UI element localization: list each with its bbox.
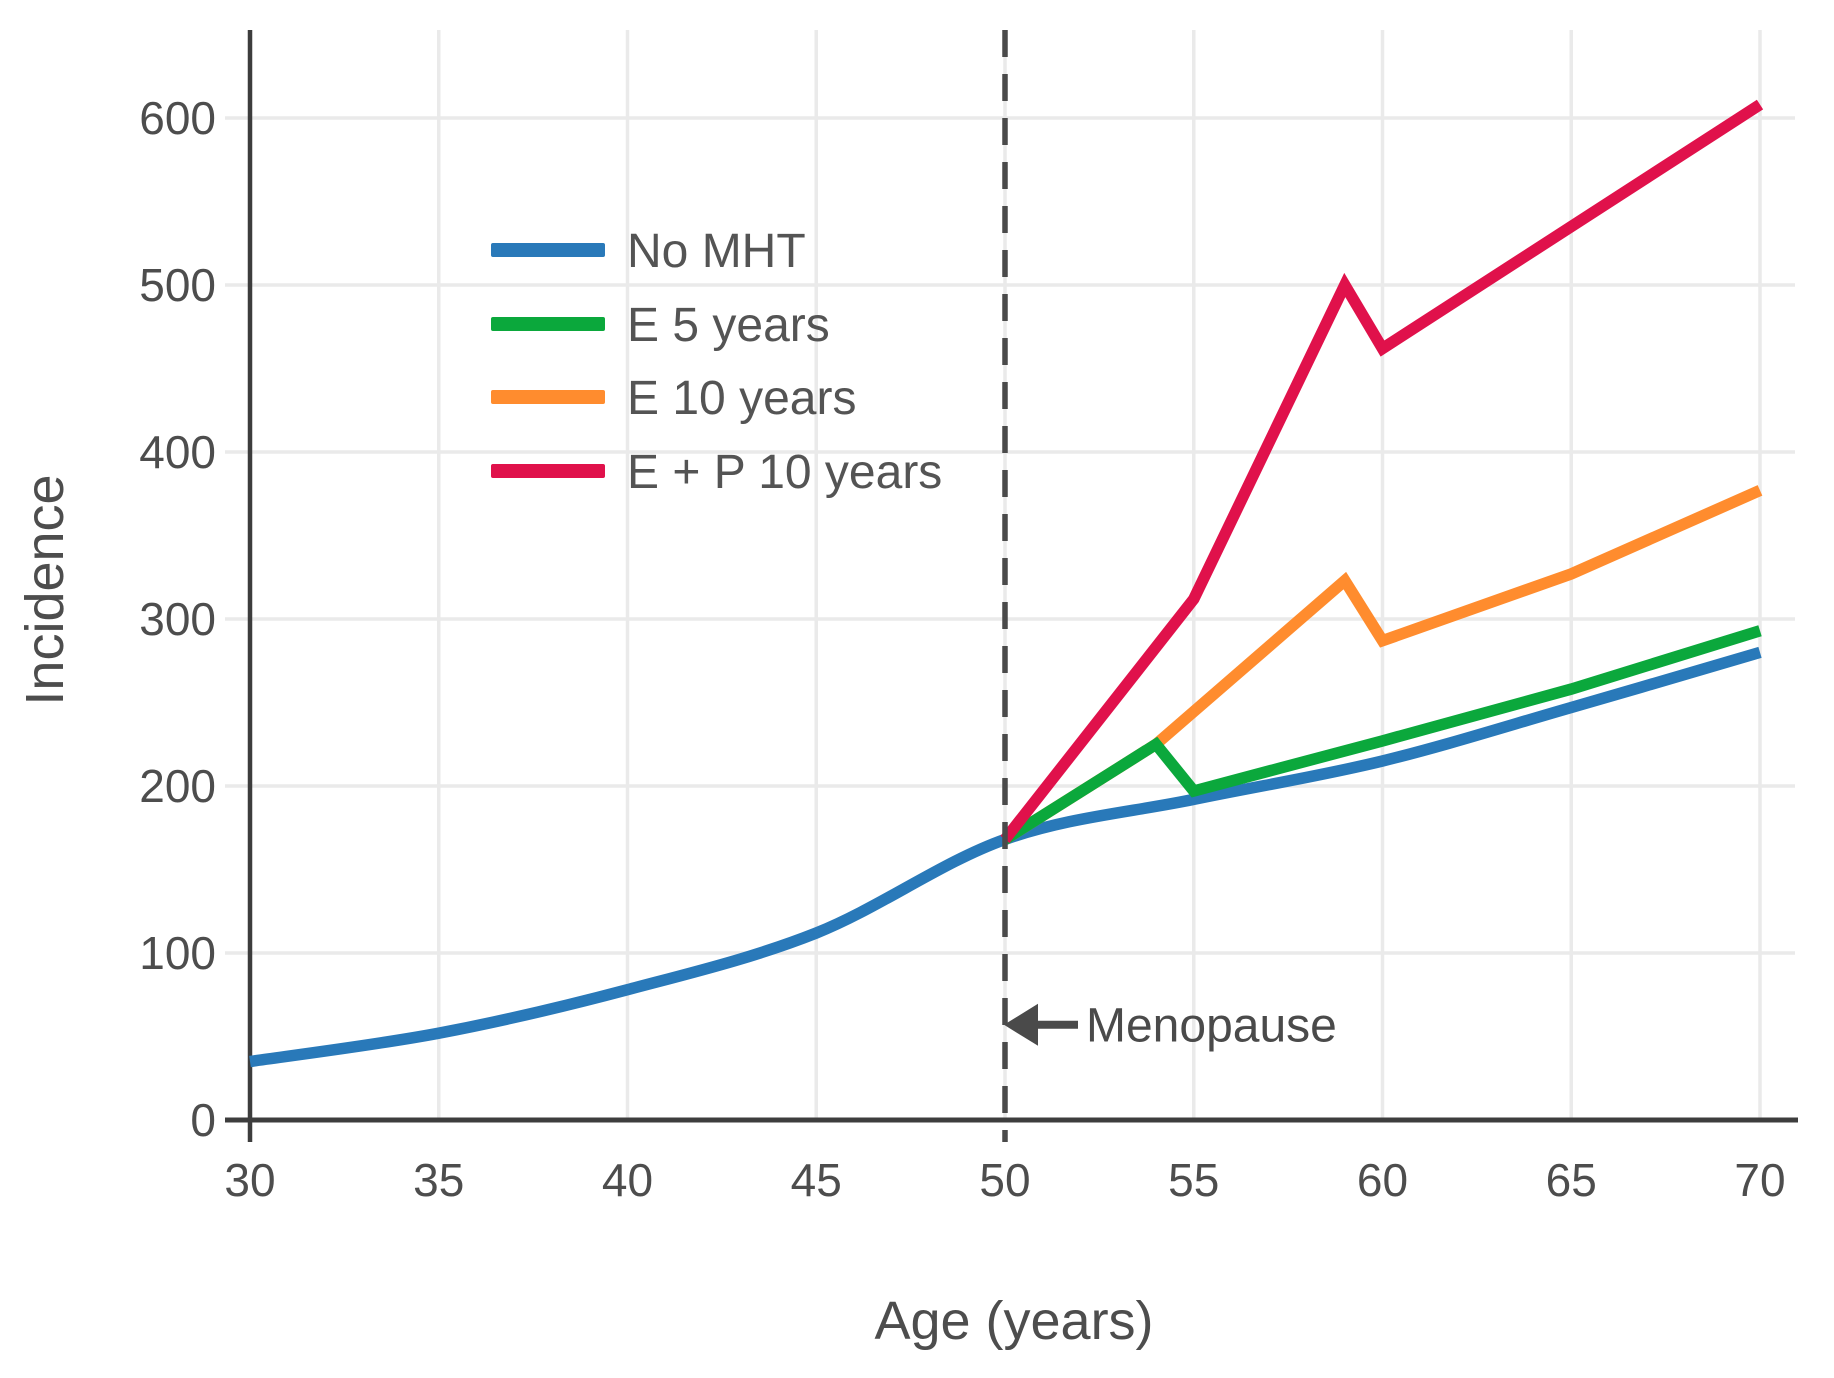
menopause-arrow-head [1004, 1003, 1038, 1046]
x-tick-label: 30 [224, 1154, 275, 1206]
y-tick-label: 0 [190, 1094, 216, 1146]
legend-label: E + P 10 years [627, 446, 942, 499]
legend-swatch [491, 317, 605, 331]
axes [225, 30, 1798, 1142]
y-tick-label: 300 [139, 593, 216, 645]
series-line-e-5-years [1001, 625, 1762, 845]
legend-item-e-5-years: E 5 years [491, 299, 830, 352]
y-tick-label: 400 [139, 426, 216, 478]
legend-item-e-10-years: E 10 years [491, 372, 856, 425]
y-tick-label: 200 [139, 760, 216, 812]
y-tick-label: 500 [139, 259, 216, 311]
x-tick-label: 35 [413, 1154, 464, 1206]
y-tick-label: 600 [139, 92, 216, 144]
menopause-annotation: Menopause [1002, 30, 1337, 1142]
x-tick-label: 50 [979, 1154, 1030, 1206]
x-tick-label: 55 [1168, 1154, 1219, 1206]
tick-labels: 30 35 40 45 50 55 60 65 70 0 100 200 300 400 500 600 [139, 92, 1785, 1206]
legend-swatch [491, 464, 605, 478]
x-axis-title: Age (years) [874, 1291, 1153, 1351]
legend-item-e-p-10-years: E + P 10 years [491, 446, 942, 499]
gridlines [225, 30, 1795, 1120]
menopause-label: Menopause [1086, 1000, 1337, 1053]
x-tick-label: 40 [602, 1154, 653, 1206]
x-tick-label: 45 [791, 1154, 842, 1206]
x-tick-label: 60 [1357, 1154, 1408, 1206]
legend: No MHT E 5 years E 10 years E + P 10 years [491, 225, 942, 499]
legend-label: No MHT [627, 225, 806, 278]
series-line-e-p-10-years [1000, 99, 1764, 843]
legend-swatch [491, 390, 605, 404]
x-tick-label: 70 [1734, 1154, 1785, 1206]
y-axis-title: Incidence [15, 474, 75, 705]
legend-label: E 10 years [627, 372, 856, 425]
legend-label: E 5 years [627, 299, 830, 352]
y-tick-label: 100 [139, 927, 216, 979]
x-tick-label: 65 [1546, 1154, 1597, 1206]
legend-swatch [491, 243, 605, 257]
legend-item-no-mht: No MHT [491, 225, 806, 278]
